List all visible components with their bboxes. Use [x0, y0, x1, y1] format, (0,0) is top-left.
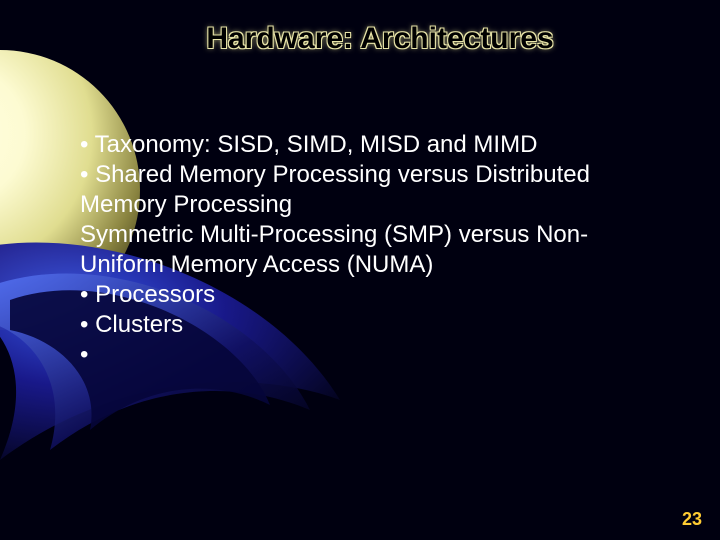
- body-line: Symmetric Multi-Processing (SMP) versus …: [80, 220, 690, 250]
- body-line: •: [80, 340, 690, 370]
- slide-title: Hardware: Architectures: [0, 22, 720, 56]
- body-line: • Shared Memory Processing versus Distri…: [80, 160, 690, 190]
- body-line: Uniform Memory Access (NUMA): [80, 250, 690, 280]
- body-line: • Clusters: [80, 310, 690, 340]
- body-line: • Processors: [80, 280, 690, 310]
- slide-body: • Taxonomy: SISD, SIMD, MISD and MIMD • …: [80, 130, 690, 370]
- page-number: 23: [682, 509, 702, 530]
- body-line: Memory Processing: [80, 190, 690, 220]
- body-line: • Taxonomy: SISD, SIMD, MISD and MIMD: [80, 130, 690, 160]
